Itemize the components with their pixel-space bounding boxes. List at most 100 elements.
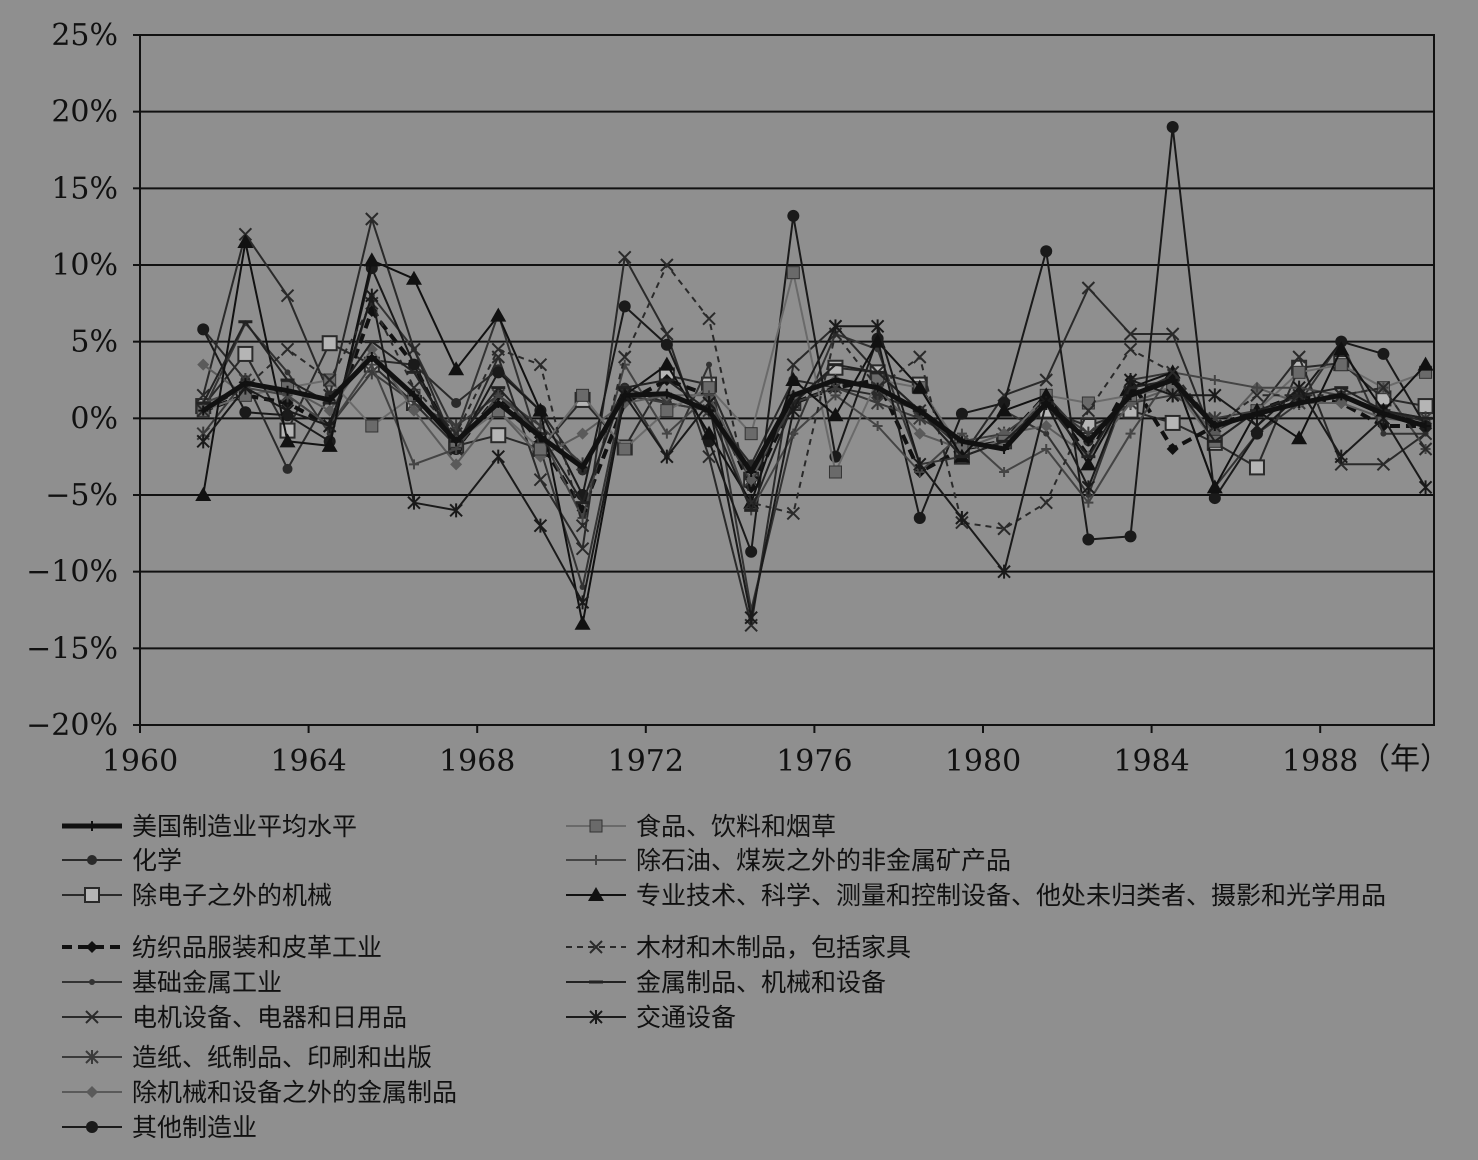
- point: [577, 462, 588, 473]
- point: [1208, 492, 1221, 505]
- point: [363, 252, 380, 267]
- point: [577, 513, 588, 523]
- point: [828, 319, 843, 334]
- point: [1294, 398, 1305, 408]
- point: [282, 463, 293, 474]
- point: [914, 405, 925, 416]
- plot-frame: [139, 34, 1435, 726]
- series-line: [202, 294, 1427, 619]
- point: [1334, 449, 1348, 464]
- y-tick-label: 5%: [70, 325, 118, 360]
- legend-entry: 除石油、煤炭之外的非金属矿产品: [566, 846, 1011, 875]
- point: [913, 457, 927, 472]
- series-line: [202, 371, 1426, 481]
- point: [1167, 375, 1178, 385]
- point: [785, 372, 802, 386]
- point: [532, 402, 549, 417]
- point: [1166, 121, 1179, 133]
- point: [618, 250, 632, 265]
- point: [84, 887, 100, 903]
- point: [618, 442, 632, 456]
- y-tick-label: 15%: [51, 171, 118, 206]
- point: [660, 404, 674, 418]
- point: [830, 390, 841, 401]
- series-line: [201, 354, 1427, 475]
- point: [618, 350, 632, 364]
- point: [1292, 380, 1306, 395]
- legend-label: 化学: [132, 846, 182, 875]
- point: [660, 258, 674, 272]
- point: [660, 338, 673, 351]
- point: [870, 396, 885, 410]
- y-tick-label: 0%: [70, 401, 118, 436]
- point: [280, 342, 295, 357]
- point: [195, 487, 212, 501]
- x-tick-label: 1972: [608, 744, 684, 779]
- point: [660, 449, 674, 464]
- point: [1081, 480, 1096, 495]
- point: [197, 323, 210, 336]
- point: [1041, 444, 1052, 454]
- point: [706, 361, 713, 368]
- point: [996, 402, 1013, 417]
- point: [1333, 341, 1350, 356]
- point: [1251, 382, 1262, 393]
- point: [786, 506, 801, 521]
- point: [1165, 365, 1180, 380]
- legend-entry: 专业技术、科学、测量和控制设备、他处未归类者、摄影和光学用品: [566, 881, 1386, 910]
- point: [997, 522, 1011, 536]
- point: [284, 369, 291, 376]
- series-line: [202, 126, 1427, 553]
- point: [828, 465, 842, 479]
- point: [365, 212, 379, 226]
- point: [321, 437, 338, 452]
- point: [589, 1010, 603, 1024]
- point: [574, 615, 591, 630]
- y-tick-label: 20%: [51, 95, 118, 130]
- point: [86, 1086, 98, 1098]
- series-line: [202, 363, 1427, 519]
- point: [1123, 327, 1138, 341]
- point: [86, 941, 98, 953]
- point: [872, 382, 883, 393]
- point: [787, 209, 800, 222]
- point: [575, 518, 590, 533]
- point: [533, 357, 548, 372]
- point: [589, 819, 603, 833]
- point: [1380, 430, 1387, 437]
- legend-entry: 基础金属工业: [62, 968, 282, 997]
- point: [1082, 533, 1095, 546]
- x-tick-label: 1960: [102, 744, 178, 779]
- point: [407, 358, 420, 371]
- point: [1125, 428, 1136, 439]
- y-tick-label: −10%: [26, 555, 118, 590]
- point: [955, 511, 969, 525]
- point: [1085, 492, 1092, 498]
- point: [321, 335, 338, 352]
- point: [704, 405, 715, 416]
- point: [1336, 390, 1347, 401]
- legend-entry: 交通设备: [566, 1003, 736, 1032]
- point: [282, 385, 293, 396]
- point: [490, 307, 507, 322]
- point: [913, 350, 927, 364]
- point: [1123, 342, 1138, 357]
- point: [660, 327, 674, 341]
- legend-label: 除机械和设备之外的金属制品: [132, 1078, 457, 1107]
- point: [89, 979, 95, 985]
- y-tick-label: −5%: [45, 478, 118, 513]
- legend-entry: 除机械和设备之外的金属制品: [62, 1078, 457, 1107]
- point: [1208, 388, 1222, 403]
- point: [279, 433, 296, 448]
- point: [999, 444, 1010, 454]
- point: [786, 357, 801, 372]
- series-line: [202, 241, 1427, 625]
- series-line: [202, 264, 1427, 530]
- point: [1165, 327, 1180, 341]
- legend-label: 除电子之外的机械: [132, 881, 332, 910]
- legend-entry: 美国制造业平均水平: [62, 812, 357, 841]
- point: [85, 1050, 99, 1064]
- point: [196, 388, 210, 403]
- point: [575, 595, 590, 610]
- point: [1124, 530, 1137, 543]
